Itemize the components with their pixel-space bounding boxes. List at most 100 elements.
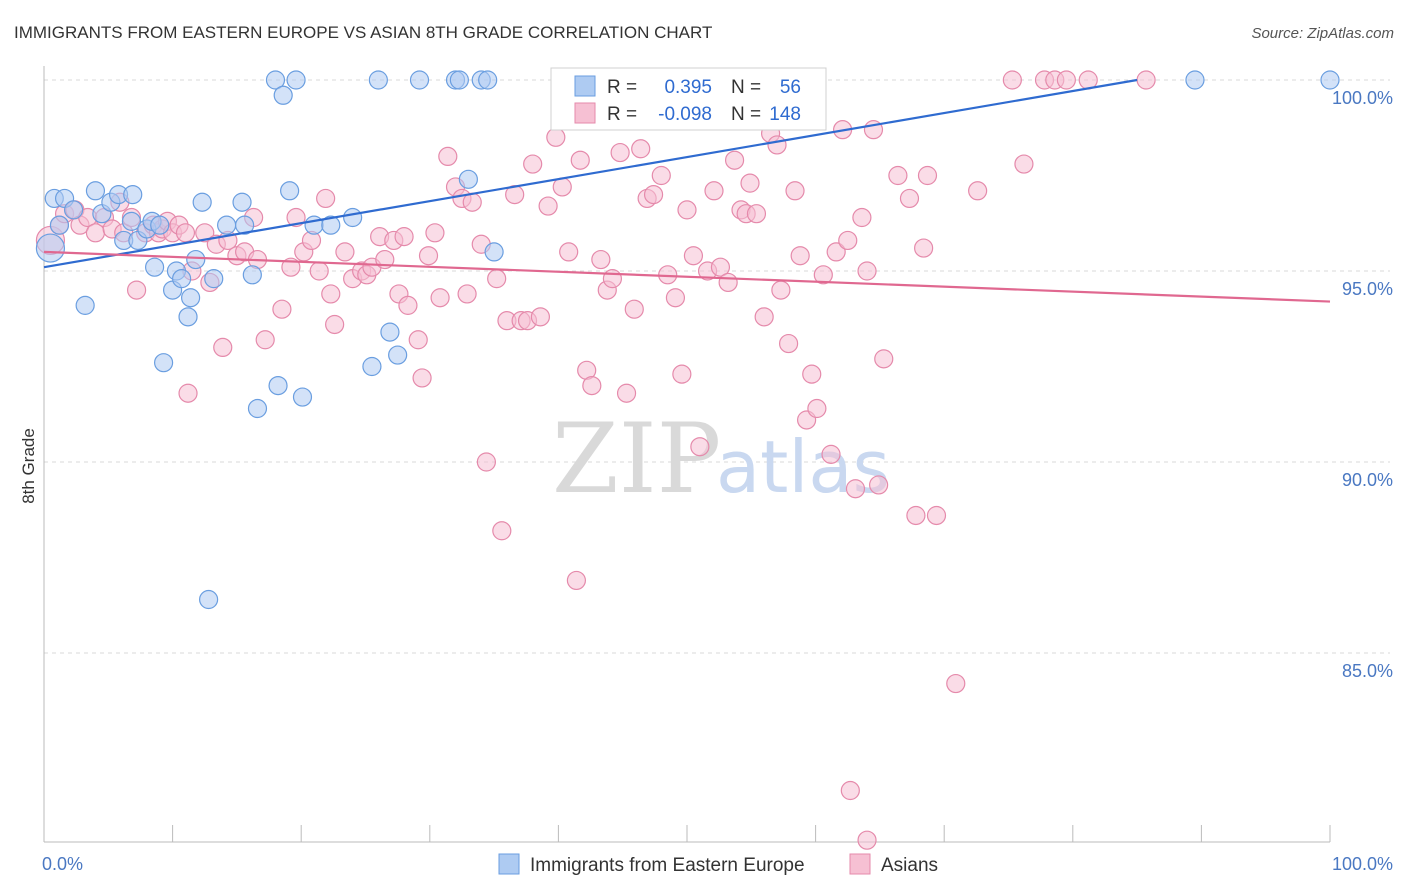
watermark-zip: ZIP — [552, 403, 721, 515]
legend-n-value-1: 56 — [780, 77, 801, 98]
scatter-point — [683, 246, 704, 266]
scatter-point — [409, 70, 430, 90]
scatter-point — [325, 314, 345, 335]
scatter-point — [767, 135, 787, 155]
scatter-point — [484, 242, 504, 262]
scatter-point — [362, 356, 382, 377]
series-legend-label-pink[interactable]: Asians — [881, 855, 938, 876]
scatter-point — [1014, 154, 1034, 174]
scatter-point — [242, 265, 262, 285]
scatter-point — [946, 673, 966, 694]
watermark-atlas: atlas — [716, 425, 890, 509]
legend-n-value-2: 148 — [769, 104, 801, 125]
series-legend-label-blue[interactable]: Immigrants from Eastern Europe — [530, 855, 805, 876]
scatter-point — [273, 85, 293, 105]
scatter-point — [181, 288, 201, 308]
scatter-point — [821, 444, 841, 464]
scatter-point — [538, 196, 558, 216]
scatter-point — [914, 238, 934, 258]
scatter-point — [232, 192, 252, 212]
scatter-point — [852, 207, 872, 228]
scatter-point — [292, 387, 313, 407]
scatter-point — [458, 169, 478, 189]
scatter-point — [740, 173, 760, 193]
scatter-point — [213, 337, 233, 357]
scatter-point — [408, 330, 428, 350]
scatter-point — [49, 215, 70, 235]
y-tick-label: 100.0% — [1332, 88, 1393, 108]
scatter-point — [178, 383, 198, 403]
legend-r-label-1: R = — [607, 77, 637, 98]
scatter-point — [175, 223, 196, 243]
trend-line-eastern-europe — [43, 78, 1138, 269]
scatter-point — [380, 322, 400, 342]
scatter-point — [343, 207, 363, 228]
scatter-point — [1136, 70, 1156, 90]
scatter-point — [857, 261, 877, 281]
scatter-point — [192, 192, 212, 212]
scatter-point — [968, 181, 988, 201]
y-tick-label: 95.0% — [1342, 279, 1393, 299]
scatter-point — [178, 307, 198, 327]
scatter-point — [321, 215, 341, 235]
scatter-point — [368, 70, 388, 90]
scatter-point — [487, 269, 507, 289]
scatter-point — [602, 269, 623, 289]
scatter-point — [123, 185, 143, 205]
x-tick-label: 0.0% — [42, 854, 83, 874]
scatter-point — [430, 288, 450, 308]
chart-title: IMMIGRANTS FROM EASTERN EUROPE VS ASIAN … — [14, 23, 712, 42]
legend-r-value-2: -0.098 — [658, 104, 712, 125]
asians-points — [35, 70, 1156, 850]
scatter-point — [672, 364, 692, 384]
scatter-point — [478, 70, 498, 90]
scatter-point — [492, 521, 512, 541]
scatter-point — [546, 127, 566, 147]
scatter-point — [838, 230, 858, 251]
series-legend-swatch-blue[interactable] — [498, 853, 520, 875]
scatter-point — [926, 505, 947, 526]
scatter-point — [690, 437, 710, 457]
scatter-point — [874, 349, 894, 369]
scatter-point — [746, 204, 767, 224]
legend-swatch-pink — [574, 102, 596, 124]
scatter-point — [771, 280, 791, 300]
scatter-point — [172, 269, 192, 289]
scatter-point — [265, 70, 286, 90]
scatter-point — [917, 165, 938, 186]
stats-legend-box — [550, 67, 827, 131]
scatter-point — [388, 345, 408, 365]
scatter-point — [840, 780, 860, 801]
scatter-point — [335, 242, 355, 262]
scatter-point — [813, 265, 833, 285]
trend-lines — [43, 78, 1331, 303]
scatter-point — [438, 146, 458, 166]
scatter-point — [610, 142, 630, 163]
scatter-point — [121, 211, 142, 231]
scatter-point — [398, 295, 418, 315]
scatter-point — [624, 299, 644, 319]
scatter-point — [790, 246, 810, 266]
source-label: Source: ZipAtlas.com — [1251, 25, 1394, 42]
scatter-point — [704, 181, 724, 201]
scatter-point — [280, 181, 300, 201]
grid-lines — [44, 79, 1390, 654]
scatter-point — [906, 505, 926, 526]
legend-n-label-1: N = — [731, 77, 761, 98]
scatter-point — [85, 181, 106, 201]
scatter-point — [418, 246, 439, 266]
scatter-point — [309, 261, 329, 281]
scatter-point — [845, 479, 866, 499]
series-legend-swatch-pink[interactable] — [849, 853, 871, 875]
scatter-point — [857, 830, 877, 850]
scatter-point — [255, 330, 275, 350]
x-tick-labels: 0.0% 100.0% — [42, 854, 1393, 874]
legend-r-label-2: R = — [607, 104, 637, 125]
scatter-point — [476, 452, 496, 472]
scatter-point — [449, 70, 469, 90]
scatter-point — [217, 215, 237, 235]
scatter-point — [710, 257, 731, 277]
y-axis-label: 8th Grade — [19, 428, 38, 504]
scatter-point — [677, 200, 697, 220]
